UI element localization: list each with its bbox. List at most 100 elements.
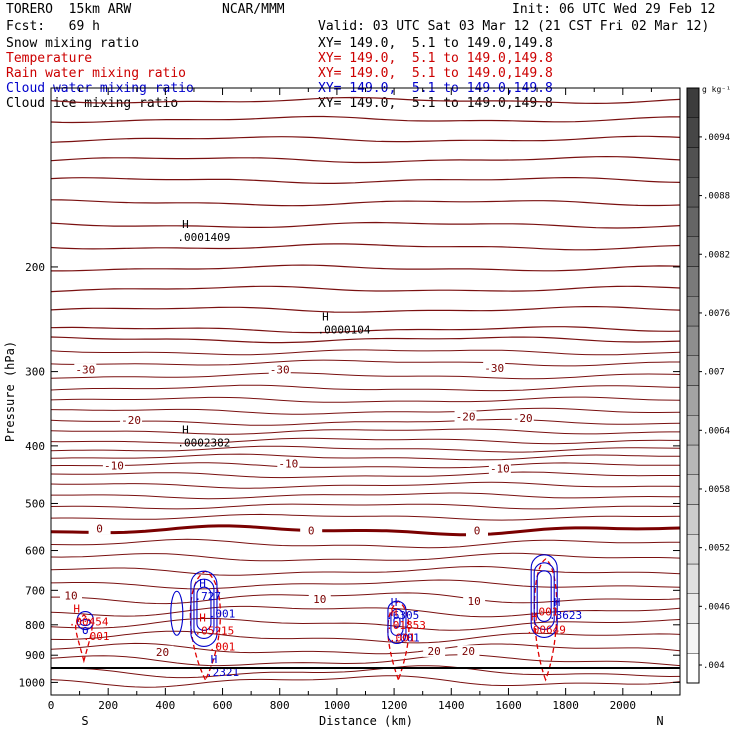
- x-tick-label: 2000: [610, 699, 637, 712]
- high-marker: H: [554, 596, 561, 609]
- field-xy-rain: XY= 149.0, 5.1 to 149.0,149.8: [318, 66, 553, 81]
- field-xy-temperature: XY= 149.0, 5.1 to 149.0,149.8: [318, 51, 553, 66]
- isotherm-line: [51, 359, 680, 367]
- colorbar-swatch: [686, 296, 700, 327]
- colorbar-swatch: [686, 236, 700, 267]
- isotherm-label-bg: [308, 593, 331, 606]
- isotherm-line: [51, 605, 680, 618]
- cloud-water-contour: [530, 554, 558, 638]
- x-tick-label: 600: [213, 699, 233, 712]
- isotherm-label-bg: [120, 414, 143, 427]
- y-tick-label: 700: [25, 584, 45, 597]
- isotherm-label-bg: [74, 363, 97, 376]
- cloud-water-contour: [170, 590, 184, 636]
- isotherm-line: [51, 155, 680, 164]
- high-marker: H: [182, 424, 189, 437]
- isotherm-label: -30: [270, 364, 290, 377]
- isotherm-line: [51, 524, 680, 537]
- isotherm-line: [51, 445, 680, 453]
- high-marker: H: [199, 612, 206, 625]
- x-tick-label: 0: [48, 699, 55, 712]
- high-marker: H: [391, 606, 398, 619]
- high-marker: H: [531, 611, 538, 624]
- isotherm-label-bg: [423, 644, 446, 657]
- high-value-label: .0000104: [317, 324, 370, 337]
- contour-value-label: .001: [532, 606, 559, 619]
- isotherm-label-bg: [463, 594, 486, 607]
- isotherm-label-bg: [102, 459, 125, 472]
- isotherm-label: 10: [313, 593, 326, 606]
- isotherm-line: [51, 177, 680, 184]
- colorbar-tick-label: .0082: [703, 250, 730, 260]
- isotherm-label: -20: [121, 414, 141, 427]
- high-marker: H: [199, 577, 206, 590]
- y-tick-label: 600: [25, 545, 45, 558]
- cloud-water-contour: [387, 600, 407, 645]
- isotherm-line: [51, 462, 680, 469]
- isotherm-label-bg: [151, 645, 174, 658]
- high-value-label: .0001409: [177, 231, 230, 244]
- colorbar-swatch: [686, 87, 700, 118]
- contour-value-label: .001: [209, 607, 236, 620]
- x-tick-label: 1600: [495, 699, 522, 712]
- colorbar-swatch: [686, 534, 700, 565]
- isotherm-label: -20: [513, 412, 533, 425]
- colorbar-swatch: [686, 474, 700, 505]
- x-tick-label: 400: [155, 699, 175, 712]
- colorbar-unit: g kg⁻¹: [702, 85, 731, 94]
- isotherm-line: [51, 407, 680, 415]
- isotherm-line: [51, 243, 680, 251]
- isotherm-line: [51, 418, 680, 426]
- colorbar-swatch: [686, 504, 700, 535]
- colorbar-swatch: [686, 563, 700, 594]
- isotherm-line: [51, 642, 680, 655]
- high-marker: H: [211, 653, 218, 666]
- isotherm-line: [51, 396, 680, 403]
- isotherm-line: [51, 326, 680, 334]
- colorbar-swatch: [686, 385, 700, 416]
- y-tick-label: 200: [25, 261, 45, 274]
- field-xy-snow: XY= 149.0, 5.1 to 149.0,149.8: [318, 36, 553, 51]
- isotherm-label: 0: [96, 522, 103, 535]
- isotherm-line: [51, 336, 680, 344]
- colorbar-tick-label: .007: [703, 368, 725, 378]
- high-value-label: .3623: [549, 609, 582, 622]
- isotherm-label-bg: [454, 410, 477, 423]
- field-name-temperature: Temperature: [6, 51, 93, 66]
- cloud-water-contour: [390, 608, 404, 637]
- isotherm-line: [51, 675, 680, 688]
- isotherm-line: [51, 372, 680, 380]
- isotherm-line: [51, 592, 680, 605]
- colorbar-tick-label: .0088: [703, 192, 730, 202]
- high-value-label: .0002382: [177, 437, 230, 450]
- isotherm-label: -20: [456, 411, 476, 424]
- x-tick-label: 800: [270, 699, 290, 712]
- isotherm-line: [51, 306, 680, 313]
- isotherm-label: 20: [462, 645, 475, 658]
- cloud-water-contour: [533, 562, 555, 630]
- high-value-label: .00454: [69, 616, 109, 629]
- colorbar-tick-label: .0094: [703, 133, 730, 143]
- isotherm-line: [51, 96, 680, 105]
- colorbar-swatch: [686, 206, 700, 237]
- high-value-label: .6305: [386, 609, 419, 622]
- isotherm-label: 10: [64, 590, 77, 603]
- colorbar-swatch: [686, 355, 700, 386]
- cloud-water-contour: [536, 570, 552, 622]
- y-tick-label: 400: [25, 440, 45, 453]
- x-tick-label: 1800: [552, 699, 579, 712]
- isotherm-line: [51, 538, 680, 549]
- isotherm-line: [51, 199, 680, 207]
- x-tick-label: 1400: [438, 699, 465, 712]
- isotherm-label-bg: [457, 645, 480, 658]
- isotherm-line: [51, 503, 680, 510]
- isotherm-line: [51, 654, 680, 667]
- high-marker: H: [391, 596, 398, 609]
- colorbar-swatch: [686, 117, 700, 148]
- colorbar-tick-label: .0076: [703, 309, 730, 319]
- x-axis-label: Distance (km): [319, 714, 413, 728]
- cloud-water-contour: [79, 619, 91, 627]
- isotherm-line: [51, 630, 680, 644]
- isotherm-line: [51, 453, 680, 461]
- high-marker: H: [182, 218, 189, 231]
